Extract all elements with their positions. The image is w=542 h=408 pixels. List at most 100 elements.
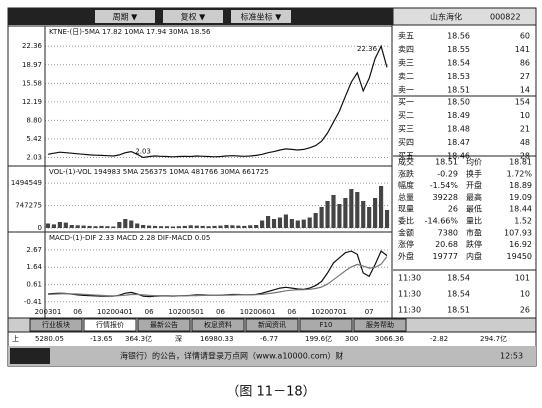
quote-cell: 幅度 <box>398 180 414 190</box>
volume-bar <box>265 216 271 228</box>
sell-cell: 卖三 <box>398 59 414 68</box>
volume-bar <box>313 213 318 228</box>
index-value: -2.82 <box>430 335 448 343</box>
volume-bar <box>260 220 265 228</box>
quote-cell: 1.52 <box>514 217 532 226</box>
sell-cell: 18.51 <box>447 86 470 95</box>
tab[interactable] <box>191 318 245 332</box>
volume-bar <box>373 198 378 228</box>
y-tick-label: 747275 <box>15 202 42 210</box>
volume-bar <box>236 225 241 228</box>
x-tick-label: 200401 <box>106 308 133 316</box>
volume-bar <box>218 225 223 228</box>
tab-label[interactable]: 行业板块 <box>42 320 70 329</box>
volume-bar <box>337 204 342 228</box>
quote-cell: 107.93 <box>504 228 532 237</box>
ticks-cell: 11:30 <box>398 274 421 283</box>
stock-code: 000822 <box>490 13 521 22</box>
volume-bar <box>170 226 175 228</box>
quote-cell: 换手 <box>466 168 482 178</box>
index-value: 364.3亿 <box>125 334 152 343</box>
quote-cell: 20.68 <box>435 240 458 249</box>
volume-bar <box>289 219 294 228</box>
buy-cell: 18.47 <box>447 138 470 147</box>
volume-bar <box>319 207 324 228</box>
tab-label[interactable]: F10 <box>320 321 333 329</box>
panel-title: VOL-(1)-VOL 194983 5MA 256375 10MA 48176… <box>49 168 269 176</box>
sell-cell: 卖五 <box>398 32 414 41</box>
y-tick-label: 22.36 <box>22 42 43 50</box>
x-tick-label: 07 <box>365 308 374 316</box>
x-tick-label: 10 <box>97 308 106 316</box>
sell-cell: 60 <box>520 32 530 41</box>
quote-cell: 金额 <box>398 227 414 237</box>
volume-bar <box>69 225 74 228</box>
line <box>47 256 388 297</box>
sell-cell: 141 <box>515 45 530 54</box>
volume-bar <box>111 226 116 228</box>
tab-label[interactable]: 最新公告 <box>150 320 178 329</box>
tab[interactable] <box>245 318 299 332</box>
window <box>7 7 537 367</box>
x-tick-label: 200701 <box>320 308 347 316</box>
tab[interactable] <box>29 318 83 332</box>
menu-label[interactable]: 标准坐标 ▼ <box>241 12 283 22</box>
volume-bar <box>212 225 217 228</box>
x-tick-label: 06 <box>73 308 82 316</box>
tab[interactable] <box>299 318 353 332</box>
clock: 12:53 <box>500 352 523 361</box>
buy-cell: 10 <box>520 111 530 120</box>
y-tick-label: 2.67 <box>26 246 42 254</box>
volume-bar <box>182 225 187 228</box>
index-value: 300 <box>345 335 358 343</box>
logo <box>10 348 50 364</box>
tab-label[interactable]: 服务帮助 <box>366 320 394 329</box>
quote-cell: 19450 <box>507 252 532 261</box>
news-bar <box>8 346 536 366</box>
index-value: -6.77 <box>260 335 278 343</box>
quote-cell: 16.92 <box>509 240 532 249</box>
ticks-cell: 101 <box>515 274 530 283</box>
volume-bar <box>200 225 205 228</box>
tab[interactable] <box>137 318 191 332</box>
ticks-cell: 10 <box>520 290 530 299</box>
quote-cell: 18.89 <box>509 181 532 190</box>
volume-bar <box>224 225 229 228</box>
y-tick-label: 2.03 <box>26 153 42 161</box>
tab[interactable] <box>83 318 137 332</box>
volume-bar <box>117 222 122 228</box>
quote-cell: 19.09 <box>509 193 532 202</box>
index-value: 3066.36 <box>375 335 404 343</box>
caption: （图 11－18） <box>226 385 315 400</box>
quote-cell: -0.29 <box>437 169 458 178</box>
menu-button[interactable] <box>231 10 291 23</box>
tab-label[interactable]: 权息资料 <box>204 320 232 329</box>
quote-cell: 外盘 <box>398 251 414 261</box>
menu-button[interactable] <box>163 10 223 23</box>
quote-cell: -1.54% <box>430 181 459 190</box>
quote-cell: 成交 <box>398 157 414 167</box>
y-tick-label: -0.41 <box>24 298 42 306</box>
volume-bar <box>188 225 193 228</box>
tab-label[interactable]: 新闻资讯 <box>258 320 286 329</box>
volume-bar <box>81 225 86 228</box>
low-annotation: 2.03 <box>135 147 151 155</box>
menu-label[interactable]: 周期 ▼ <box>113 13 139 22</box>
volume-bar <box>135 223 140 228</box>
volume-bar <box>51 224 57 228</box>
quote-cell: 内盘 <box>466 251 482 261</box>
tab[interactable] <box>353 318 407 332</box>
x-tick-label: 200601 <box>249 308 276 316</box>
index-value: 16980.33 <box>200 335 233 343</box>
volume-bar <box>355 192 360 228</box>
tab-label[interactable]: 行情报价 <box>96 320 124 329</box>
buy-cell: 18.50 <box>447 98 470 107</box>
quote-cell: 19777 <box>433 252 458 261</box>
volume-bar <box>384 210 390 228</box>
sell-cell: 卖四 <box>398 45 414 54</box>
menu-label[interactable]: 复权 ▼ <box>181 12 207 22</box>
volume-bar <box>230 225 235 228</box>
menu-button[interactable] <box>95 10 155 23</box>
volume-bar <box>301 219 306 228</box>
